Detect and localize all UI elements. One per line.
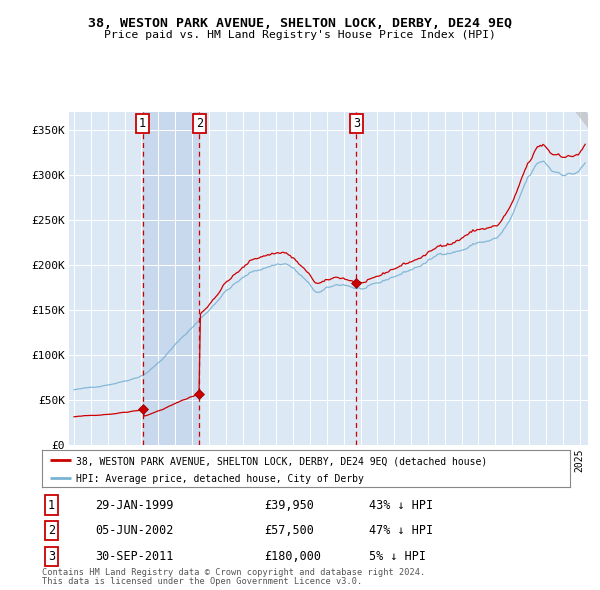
Text: 47% ↓ HPI: 47% ↓ HPI [370, 524, 433, 537]
Text: 38, WESTON PARK AVENUE, SHELTON LOCK, DERBY, DE24 9EQ (detached house): 38, WESTON PARK AVENUE, SHELTON LOCK, DE… [76, 456, 488, 466]
Text: 29-JAN-1999: 29-JAN-1999 [95, 499, 173, 512]
Text: 2: 2 [48, 524, 55, 537]
Text: HPI: Average price, detached house, City of Derby: HPI: Average price, detached house, City… [76, 474, 364, 484]
Text: 1: 1 [48, 499, 55, 512]
Text: 05-JUN-2002: 05-JUN-2002 [95, 524, 173, 537]
Text: Price paid vs. HM Land Registry's House Price Index (HPI): Price paid vs. HM Land Registry's House … [104, 31, 496, 40]
Text: £39,950: £39,950 [264, 499, 314, 512]
Text: 2: 2 [196, 117, 203, 130]
Text: £180,000: £180,000 [264, 550, 321, 563]
Text: 5% ↓ HPI: 5% ↓ HPI [370, 550, 427, 563]
Text: This data is licensed under the Open Government Licence v3.0.: This data is licensed under the Open Gov… [42, 577, 362, 586]
Text: 3: 3 [48, 550, 55, 563]
Text: 43% ↓ HPI: 43% ↓ HPI [370, 499, 433, 512]
Text: Contains HM Land Registry data © Crown copyright and database right 2024.: Contains HM Land Registry data © Crown c… [42, 568, 425, 576]
Text: 38, WESTON PARK AVENUE, SHELTON LOCK, DERBY, DE24 9EQ: 38, WESTON PARK AVENUE, SHELTON LOCK, DE… [88, 17, 512, 30]
Text: 3: 3 [353, 117, 360, 130]
Bar [143, 112, 199, 445]
Text: 1: 1 [139, 117, 146, 130]
Text: 30-SEP-2011: 30-SEP-2011 [95, 550, 173, 563]
Text: £57,500: £57,500 [264, 524, 314, 537]
